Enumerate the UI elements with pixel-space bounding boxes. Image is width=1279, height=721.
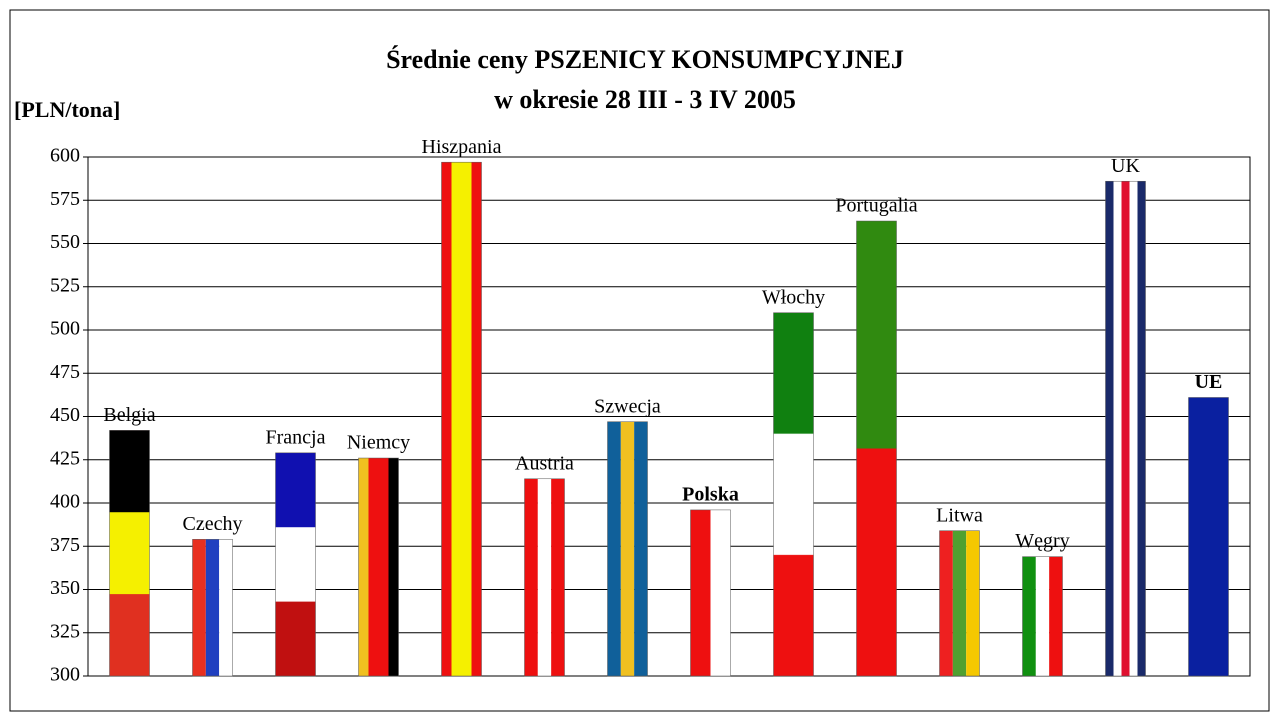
bar [939, 530, 980, 677]
bar [856, 220, 897, 677]
y-tick-label: 300 [50, 664, 80, 686]
bar [441, 161, 482, 677]
y-tick-label: 500 [50, 318, 80, 340]
bar-label: UK [1111, 155, 1140, 177]
bar-label: Portugalia [835, 195, 917, 217]
bar [358, 457, 399, 677]
bar [607, 421, 648, 677]
chart-title: Średnie ceny PSZENICY KONSUMPCYJNEJ [386, 45, 904, 74]
bar-label: UE [1195, 371, 1223, 393]
bar [1105, 180, 1146, 677]
bar [109, 430, 150, 677]
bar-label: Szwecja [594, 395, 661, 417]
bar [773, 312, 814, 677]
y-tick-label: 400 [50, 491, 80, 513]
bar-label: Litwa [936, 504, 983, 526]
bar-label: Francja [266, 426, 326, 448]
y-tick-label: 600 [50, 145, 80, 167]
y-axis-title: [PLN/tona] [14, 97, 120, 122]
chart-subtitle: w okresie 28 III - 3 IV 2005 [494, 85, 796, 114]
bar-label: Hiszpania [422, 136, 502, 158]
bar-label: Czechy [183, 513, 243, 535]
y-tick-label: 350 [50, 577, 80, 599]
bar-label: Belgia [103, 404, 155, 426]
bar-label: Węgry [1015, 530, 1069, 552]
bar-label: Austria [515, 452, 574, 474]
bar-label: Niemcy [347, 432, 410, 454]
y-tick-label: 450 [50, 404, 80, 426]
y-tick-label: 475 [50, 361, 80, 383]
bar [192, 539, 233, 677]
y-tick-label: 550 [50, 231, 80, 253]
bar [275, 452, 316, 677]
y-tick-label: 525 [50, 274, 80, 296]
bar-label: Polska [682, 484, 739, 506]
bar [524, 478, 565, 677]
y-tick-label: 325 [50, 620, 80, 642]
y-tick-label: 575 [50, 188, 80, 210]
bar [690, 509, 731, 677]
bar [1022, 556, 1063, 677]
y-tick-label: 425 [50, 447, 80, 469]
bar-label: Włochy [762, 286, 825, 308]
bar [1188, 397, 1229, 677]
y-tick-label: 375 [50, 534, 80, 556]
